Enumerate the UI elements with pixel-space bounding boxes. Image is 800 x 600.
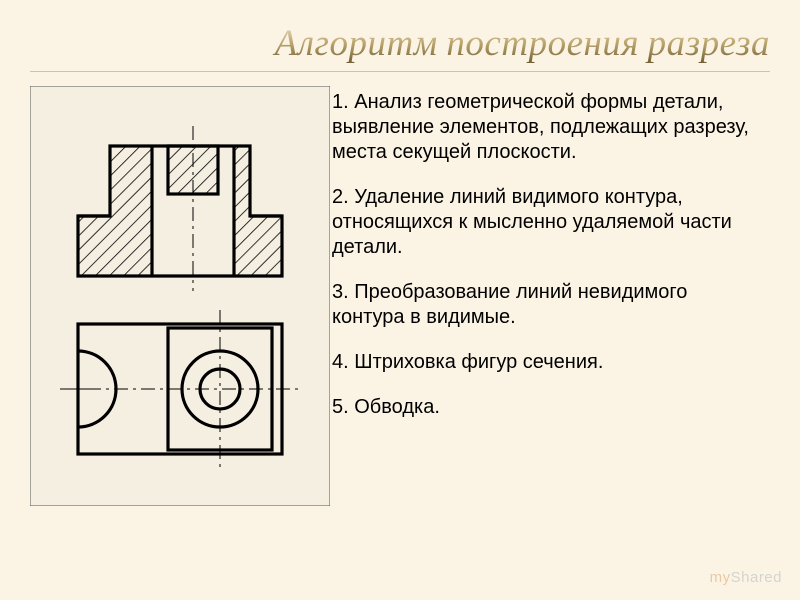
step-3: 3. Преобразование линий невидимого конту… — [332, 280, 770, 330]
footer-shared: Shared — [731, 569, 782, 586]
step-2: 2. Удаление линий видимого контура, отно… — [332, 185, 770, 260]
footer-my: my — [710, 569, 731, 586]
title-underline — [30, 71, 770, 72]
steps-text: 1. Анализ геометрической формы детали, в… — [332, 86, 770, 566]
step-1: 1. Анализ геометрической формы детали, в… — [332, 90, 770, 165]
step-4: 4. Штриховка фигур сечения. — [332, 350, 770, 375]
footer-logo: myShared — [710, 569, 782, 586]
technical-drawing — [30, 86, 330, 506]
step-5: 5. Обводка. — [332, 395, 770, 420]
content-row: 1. Анализ геометрической формы детали, в… — [30, 86, 770, 566]
drawing-svg — [30, 86, 330, 506]
slide: Алгоритм построения разреза 1. Анализ ге… — [0, 0, 800, 600]
page-title: Алгоритм построения разреза — [30, 24, 770, 65]
